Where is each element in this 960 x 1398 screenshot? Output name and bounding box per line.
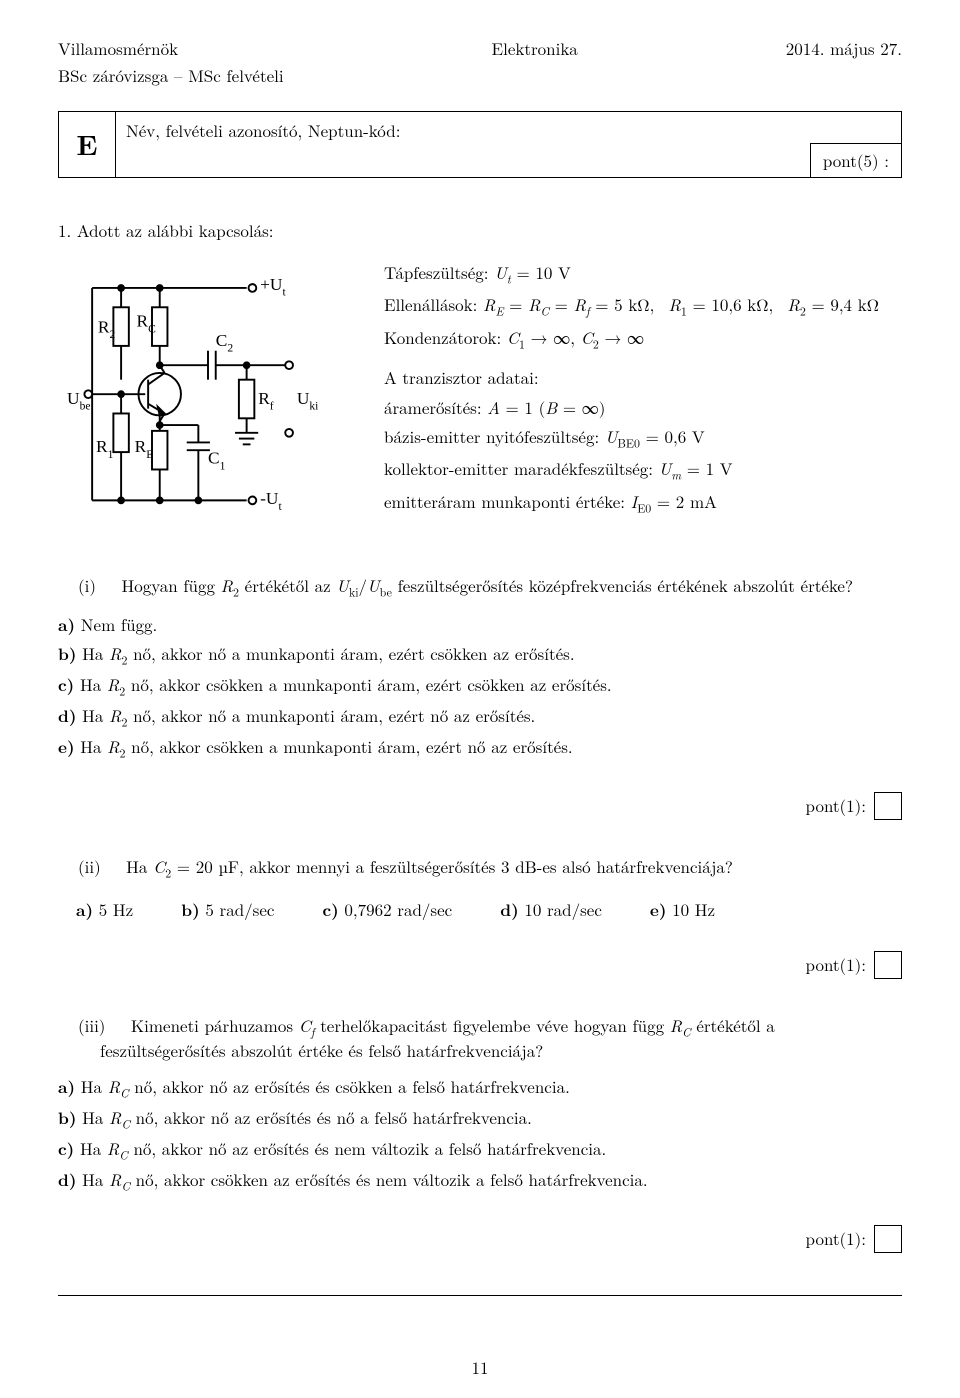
svg-text:C1: C1 — [208, 449, 226, 473]
qi-pont-label: pont(1): — [806, 795, 866, 816]
qii-d: d) 10 rad/sec — [500, 899, 602, 921]
header-left-1: Villamosmérnök — [58, 38, 284, 59]
qii-b: b) 5 rad/sec — [181, 899, 274, 921]
qi-c: c) Ha R2 nő, akkor csökken a munkaponti … — [58, 674, 902, 699]
svg-text:RE: RE — [135, 437, 154, 461]
qiii-c: c) Ha RC nő, akkor nő az erősítés és nem… — [58, 1138, 902, 1163]
circuit-diagram: +Ut -Ut R2 RC C2 Ube Rf Uki R1 RE C1 — [58, 259, 358, 539]
svg-text:+Ut: +Ut — [260, 275, 286, 299]
qii-a: a) 5 Hz — [76, 899, 133, 921]
circuit-parameters: Tápfeszültség: Ut = 10 V Ellenállások: R… — [384, 259, 879, 520]
param-a: áramerősítés: A = 1 (B = ∞) — [384, 394, 879, 421]
svg-text:Uki: Uki — [297, 389, 319, 413]
svg-text:RC: RC — [137, 312, 157, 336]
svg-text:R1: R1 — [96, 437, 114, 461]
q1-intro: 1. Adott az alábbi kapcsolás: — [58, 220, 902, 241]
param-trhead: A tranzisztor adatai: — [384, 364, 879, 391]
qi-a: a) Nem függ. — [58, 614, 902, 636]
param-ie: emitteráram munkaponti értéke: IE0 = 2 m… — [384, 488, 879, 518]
param-r: Ellenállások: RE = RC = Rf = 5 kΩ, R1 = … — [384, 291, 879, 321]
param-c: Kondenzátorok: C1 → ∞, C2 → ∞ — [384, 324, 879, 354]
qii-options: a) 5 Hz b) 5 rad/sec c) 0,7962 rad/sec d… — [76, 899, 902, 921]
header-center: Elektronika — [284, 38, 786, 87]
footer-rule — [58, 1295, 902, 1296]
param-ut: Tápfeszültség: Ut = 10 V — [384, 259, 879, 289]
param-ube: bázis-emitter nyitófeszültség: UBE0 = 0,… — [384, 423, 879, 453]
param-um: kollektor-emitter maradékfeszültség: Um … — [384, 455, 879, 485]
qi-d: d) Ha R2 nő, akkor nő a munkaponti áram,… — [58, 705, 902, 730]
qii-pont-label: pont(1): — [806, 954, 866, 975]
name-field-box: Név, felvételi azonosító, Neptun-kód: po… — [116, 111, 902, 178]
qiii-a: a) Ha RC nő, akkor nő az erősítés és csö… — [58, 1076, 902, 1101]
qi-pont-box — [874, 792, 902, 820]
qii-e: e) 10 Hz — [650, 899, 715, 921]
qi-b: b) Ha R2 nő, akkor nő a munkaponti áram,… — [58, 643, 902, 668]
qiii-b: b) Ha RC nő, akkor nő az erősítés és nő … — [58, 1107, 902, 1132]
qii-stem: (ii) Ha C2 = 20 µF, akkor mennyi a feszü… — [100, 856, 902, 881]
points-5-box: pont(5) : — [810, 143, 902, 178]
name-label: Név, felvételi azonosító, Neptun-kód: — [126, 118, 400, 142]
svg-text:-Ut: -Ut — [260, 489, 282, 513]
svg-text:Rf: Rf — [258, 389, 274, 413]
svg-text:C2: C2 — [216, 331, 234, 355]
qii-pont-box — [874, 951, 902, 979]
qiii-pont-label: pont(1): — [806, 1228, 866, 1249]
problem-letter: E — [58, 111, 116, 178]
qi-stem: (i) Hogyan függ R2 értékétől az Uki/Ube … — [100, 575, 902, 600]
qiii-d: d) Ha RC nő, akkor csökken az erősítés é… — [58, 1169, 902, 1194]
title-block: E Név, felvételi azonosító, Neptun-kód: … — [58, 111, 902, 178]
qi-e: e) Ha R2 nő, akkor csökken a munkaponti … — [58, 736, 902, 761]
header-left-2: BSc záróvizsga – MSc felvételi — [58, 65, 284, 86]
page-number: 11 — [0, 1357, 960, 1378]
qiii-pont-box — [874, 1225, 902, 1253]
header-right: 2014. május 27. — [786, 38, 902, 87]
qiii-stem: (iii) Kimeneti párhuzamos Cf terhelőkapa… — [100, 1015, 902, 1062]
qii-c: c) 0,7962 rad/sec — [322, 899, 452, 921]
page-header: Villamosmérnök BSc záróvizsga – MSc felv… — [58, 38, 902, 87]
